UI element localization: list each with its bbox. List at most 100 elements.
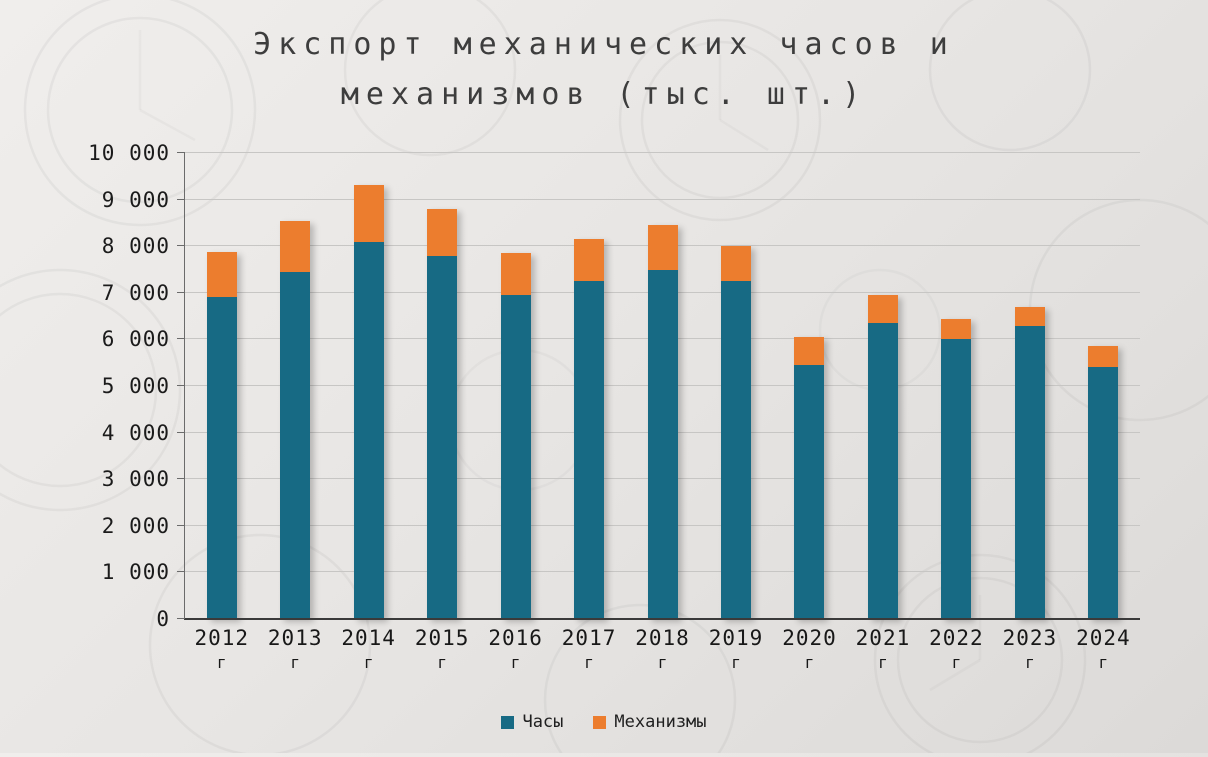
y-axis-tick [177,571,185,573]
bar-column [405,153,478,619]
bar-segment-watches [941,339,972,619]
x-axis-year-suffix: г [951,653,962,672]
legend-swatch [593,715,607,729]
bar-segment-movements [1014,306,1045,327]
x-axis-year-suffix: г [1098,653,1109,672]
y-tick-label: 1 000 [101,560,170,585]
bar-column [699,153,772,619]
bar-segment-watches [574,281,605,619]
bar-segment-movements [794,337,825,366]
bar-column [1067,153,1140,619]
x-axis-year: 2013 [267,626,323,650]
bar-stack [867,295,898,619]
bar-stack [1088,346,1119,619]
bar-stack [353,184,384,619]
bar-stack [206,251,237,619]
legend-item: Часы [501,712,563,732]
x-axis-label: 2012 г [185,626,258,672]
bar-column [626,153,699,619]
bar-segment-movements [647,225,678,270]
bar-segment-movements [427,208,458,256]
x-axis-year: 2022 [929,626,984,650]
y-tick-label: 5 000 [101,374,170,398]
bar-segment-movements [1088,346,1119,368]
y-axis-line [184,153,185,619]
y-tick-label: 9 000 [101,187,170,212]
x-axis-year-suffix: г [510,653,521,672]
bar-column [552,153,625,619]
x-axis-year: 2019 [708,626,764,650]
x-axis-year: 2021 [855,626,911,650]
bar-segment-watches [647,269,678,619]
bar-column [258,153,331,619]
x-axis-year: 2016 [488,626,543,650]
x-axis-year-suffix: г [584,653,594,672]
chart-title-line2: механизмов (тыс. шт.) [340,77,868,112]
x-axis-line [184,618,1140,620]
y-axis-tick [177,478,185,480]
bar-column [332,153,405,619]
x-axis-label: 2022 г [920,626,993,672]
bar-segment-movements [280,220,311,272]
bar-segment-movements [353,184,384,242]
bar-segment-watches [280,271,311,619]
x-axis-year-suffix: г [216,653,227,672]
bar-stack [1014,306,1045,619]
y-tick-label: 4 000 [101,420,170,445]
x-axis-label: 2023 г [993,626,1066,672]
x-axis-year-suffix: г [290,653,301,672]
bar-segment-watches [1014,326,1045,619]
x-axis-label: 2013 г [258,626,331,672]
bar-stack [280,220,311,619]
y-axis-tick [177,198,185,200]
y-tick-label: 7 000 [101,280,170,305]
bar-segment-watches [1088,367,1119,619]
legend-swatch [501,715,515,729]
x-axis-label: 2015 г [405,626,478,672]
bar-column [773,153,846,619]
x-axis-label: 2014 г [332,626,405,672]
legend-label: Часы [522,712,564,732]
x-axis-year-suffix: г [363,653,374,672]
bar-segment-watches [867,323,898,619]
y-axis-tick [177,385,185,386]
x-axis-label: 2017 г [552,626,625,672]
y-tick-label: 2 000 [101,513,170,538]
x-axis-label: 2021 г [846,626,919,672]
x-axis-year-suffix: г [437,653,447,672]
y-axis-tick [177,431,185,433]
y-tick-label: 10 000 [88,141,170,165]
bar-stack [941,319,972,619]
x-axis-year-suffix: г [878,653,888,672]
bar-segment-watches [427,255,458,619]
bar-stack [427,208,458,619]
y-tick-label: 8 000 [101,234,170,259]
x-axis-label: 2016 г [479,626,552,672]
x-axis-year: 2020 [782,626,837,650]
x-axis-year-suffix: г [804,653,815,672]
y-axis-tick [177,338,185,340]
x-axis-year: 2018 [635,626,690,650]
x-axis-year: 2015 [414,626,470,650]
x-axis-label: 2019 г [699,626,772,672]
bar-segment-watches [206,297,237,619]
bars [185,153,1140,619]
gridline [185,152,1140,153]
x-axis-year: 2023 [1002,626,1058,650]
gridline [185,198,1140,200]
bar-segment-watches [353,241,384,619]
x-axis-year: 2024 [1076,626,1131,650]
bar-segment-watches [794,365,825,619]
y-axis-tick [177,245,185,247]
x-axis-year: 2014 [341,626,396,650]
bar-column [185,153,258,619]
x-axis-labels: 2012 г 2013 г 2014 г 2015 г 2016 г 2017 г 2018 г 2019 г… [185,626,1140,672]
bar-segment-movements [574,239,605,282]
bar-stack [721,246,752,619]
bar-stack [500,253,531,619]
chart-title: Экспорт механических часов и механизмов … [0,20,1208,120]
bar-stack [647,225,678,619]
bar-segment-movements [500,253,531,296]
bar-segment-movements [867,295,898,324]
x-axis-year-suffix: г [731,653,741,672]
